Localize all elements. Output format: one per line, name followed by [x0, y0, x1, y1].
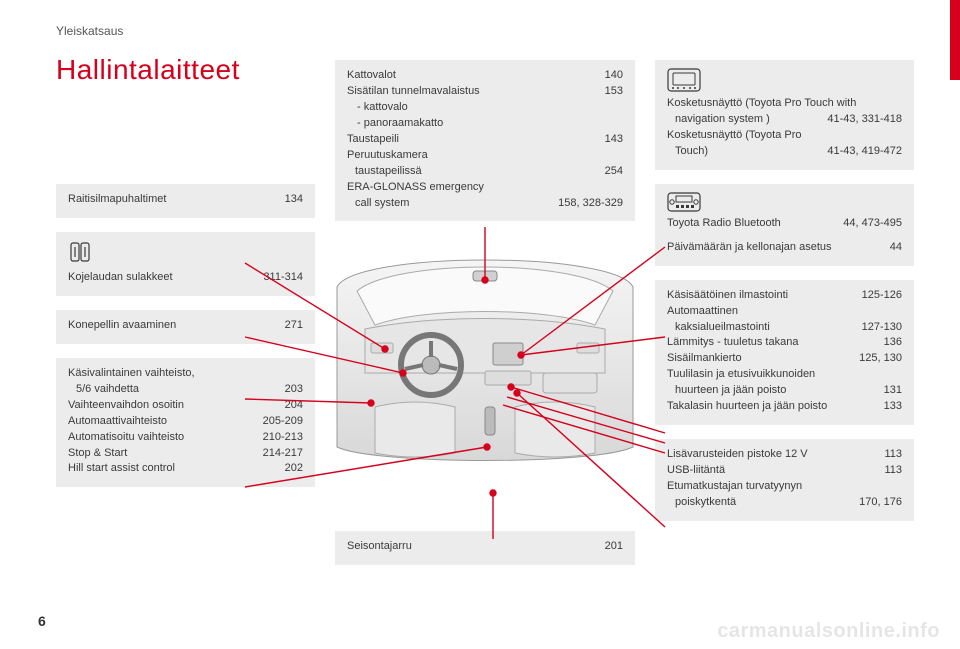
page-ref: 113 — [884, 463, 902, 479]
label: Kosketusnäyttö (Toyota Pro Touch with — [667, 96, 902, 112]
label: Sisäilmankierto — [667, 351, 853, 367]
label: 5/6 vaihdetta — [68, 382, 279, 398]
page-ref: 153 — [605, 84, 623, 100]
page-ref: 44, 473-495 — [843, 216, 902, 232]
label: Käsivalintainen vaihteisto, — [68, 366, 303, 382]
box-touchscreen: Kosketusnäyttö (Toyota Pro Touch with na… — [655, 60, 914, 170]
page-ref: 204 — [285, 398, 303, 414]
touchscreen-icon — [667, 68, 701, 92]
page-ref: 41-43, 419-472 — [827, 144, 902, 160]
label: Touch) — [667, 144, 821, 160]
page-ref: 143 — [605, 132, 623, 148]
page-ref: 41-43, 331-418 — [827, 112, 902, 128]
label: huurteen ja jään poisto — [667, 383, 878, 399]
label: Automatisoitu vaihteisto — [68, 430, 257, 446]
label: Lisävarusteiden pistoke 12 V — [667, 447, 878, 463]
page-number: 6 — [38, 613, 46, 629]
right-column: Kosketusnäyttö (Toyota Pro Touch with na… — [655, 60, 914, 565]
box-gearbox: Käsivalintainen vaihteisto, 5/6 vaihdett… — [56, 358, 315, 488]
page-ref: 136 — [884, 335, 902, 351]
label: Raitisilmapuhaltimet — [68, 192, 279, 208]
page-ref: 201 — [605, 539, 623, 555]
box-fuses: Kojelaudan sulakkeet 311-314 — [56, 232, 315, 296]
label: kaksialueilmastointi — [667, 320, 856, 336]
label: call system — [347, 196, 552, 212]
box-fresh-air: Raitisilmapuhaltimet 134 — [56, 184, 315, 218]
section-label: Yleiskatsaus — [56, 24, 914, 38]
sub-item: - kattovalo — [357, 101, 408, 113]
label: Päivämäärän ja kellonajan asetus — [667, 240, 884, 256]
label: Käsisäätöinen ilmastointi — [667, 288, 856, 304]
dashboard-illustration — [335, 247, 635, 467]
page-ref: 202 — [285, 461, 303, 477]
box-parkingbrake: Seisontajarru 201 — [335, 531, 635, 565]
left-column: Raitisilmapuhaltimet 134 — [56, 184, 315, 565]
page: Yleiskatsaus Hallintalaitteet Raitisilma… — [0, 0, 960, 649]
label: Sisätilan tunnelmavalaistus — [347, 84, 599, 100]
mid-column: Kattovalot 140 Sisätilan tunnelmavalaistu… — [335, 60, 635, 565]
label: Kosketusnäyttö (Toyota Pro — [667, 128, 902, 144]
label: Vaihteenvaihdon osoitin — [68, 398, 279, 414]
label: Takalasin huurteen ja jään poisto — [667, 399, 878, 415]
label: ERA-GLONASS emergency — [347, 180, 623, 196]
page-ref: 133 — [884, 399, 902, 415]
page-ref: 203 — [285, 382, 303, 398]
label: Kojelaudan sulakkeet — [68, 270, 257, 286]
box-bonnet: Konepellin avaaminen 271 — [56, 310, 315, 344]
label: Konepellin avaaminen — [68, 318, 279, 334]
label: taustapeilissä — [347, 164, 599, 180]
page-ref: 44 — [890, 240, 902, 256]
page-ref: 205-209 — [263, 414, 303, 430]
label: Stop & Start — [68, 446, 257, 462]
label: Automaattinen — [667, 304, 902, 320]
content-columns: Raitisilmapuhaltimet 134 — [56, 60, 914, 565]
page-ref: 158, 328-329 — [558, 196, 623, 212]
label: Lämmitys - tuuletus takana — [667, 335, 878, 351]
label: Etumatkustajan turvatyynyn — [667, 479, 902, 495]
page-ref: 170, 176 — [859, 495, 902, 511]
page-ref: 271 — [285, 318, 303, 334]
box-overhead: Kattovalot 140 Sisätilan tunnelmavalaistu… — [335, 60, 635, 221]
page-ref: 210-213 — [263, 430, 303, 446]
label: Taustapeili — [347, 132, 599, 148]
label: Seisontajarru — [347, 539, 599, 555]
page-ref: 134 — [285, 192, 303, 208]
label: navigation system ) — [667, 112, 821, 128]
label: Tuulilasin ja etusivuikkunoiden — [667, 367, 902, 383]
label: Toyota Radio Bluetooth — [667, 216, 837, 232]
label: Hill start assist control — [68, 461, 279, 477]
page-ref: 125, 130 — [859, 351, 902, 367]
label: poiskytkentä — [667, 495, 853, 511]
fuse-icon — [68, 240, 96, 266]
radio-icon — [667, 192, 701, 212]
page-ref: 113 — [884, 447, 902, 463]
page-ref: 127-130 — [862, 320, 902, 336]
box-accessories: Lisävarusteiden pistoke 12 V 113 USB-liit… — [655, 439, 914, 521]
label: Kattovalot — [347, 68, 599, 84]
label: USB-liitäntä — [667, 463, 878, 479]
page-ref: 254 — [605, 164, 623, 180]
page-ref: 214-217 — [263, 446, 303, 462]
page-ref: 125-126 — [862, 288, 902, 304]
box-climate: Käsisäätöinen ilmastointi 125-126 Automaa… — [655, 280, 914, 426]
page-ref: 140 — [605, 68, 623, 84]
label: Automaattivaihteisto — [68, 414, 257, 430]
box-radio: Toyota Radio Bluetooth 44, 473-495 Päiväm… — [655, 184, 914, 266]
sub-item: - panoraamakatto — [357, 117, 443, 129]
page-ref: 311-314 — [263, 270, 303, 286]
dashboard-diagram — [335, 247, 635, 467]
label: Peruutuskamera — [347, 148, 623, 164]
watermark: carmanualsonline.info — [717, 620, 940, 643]
page-ref: 131 — [884, 383, 902, 399]
